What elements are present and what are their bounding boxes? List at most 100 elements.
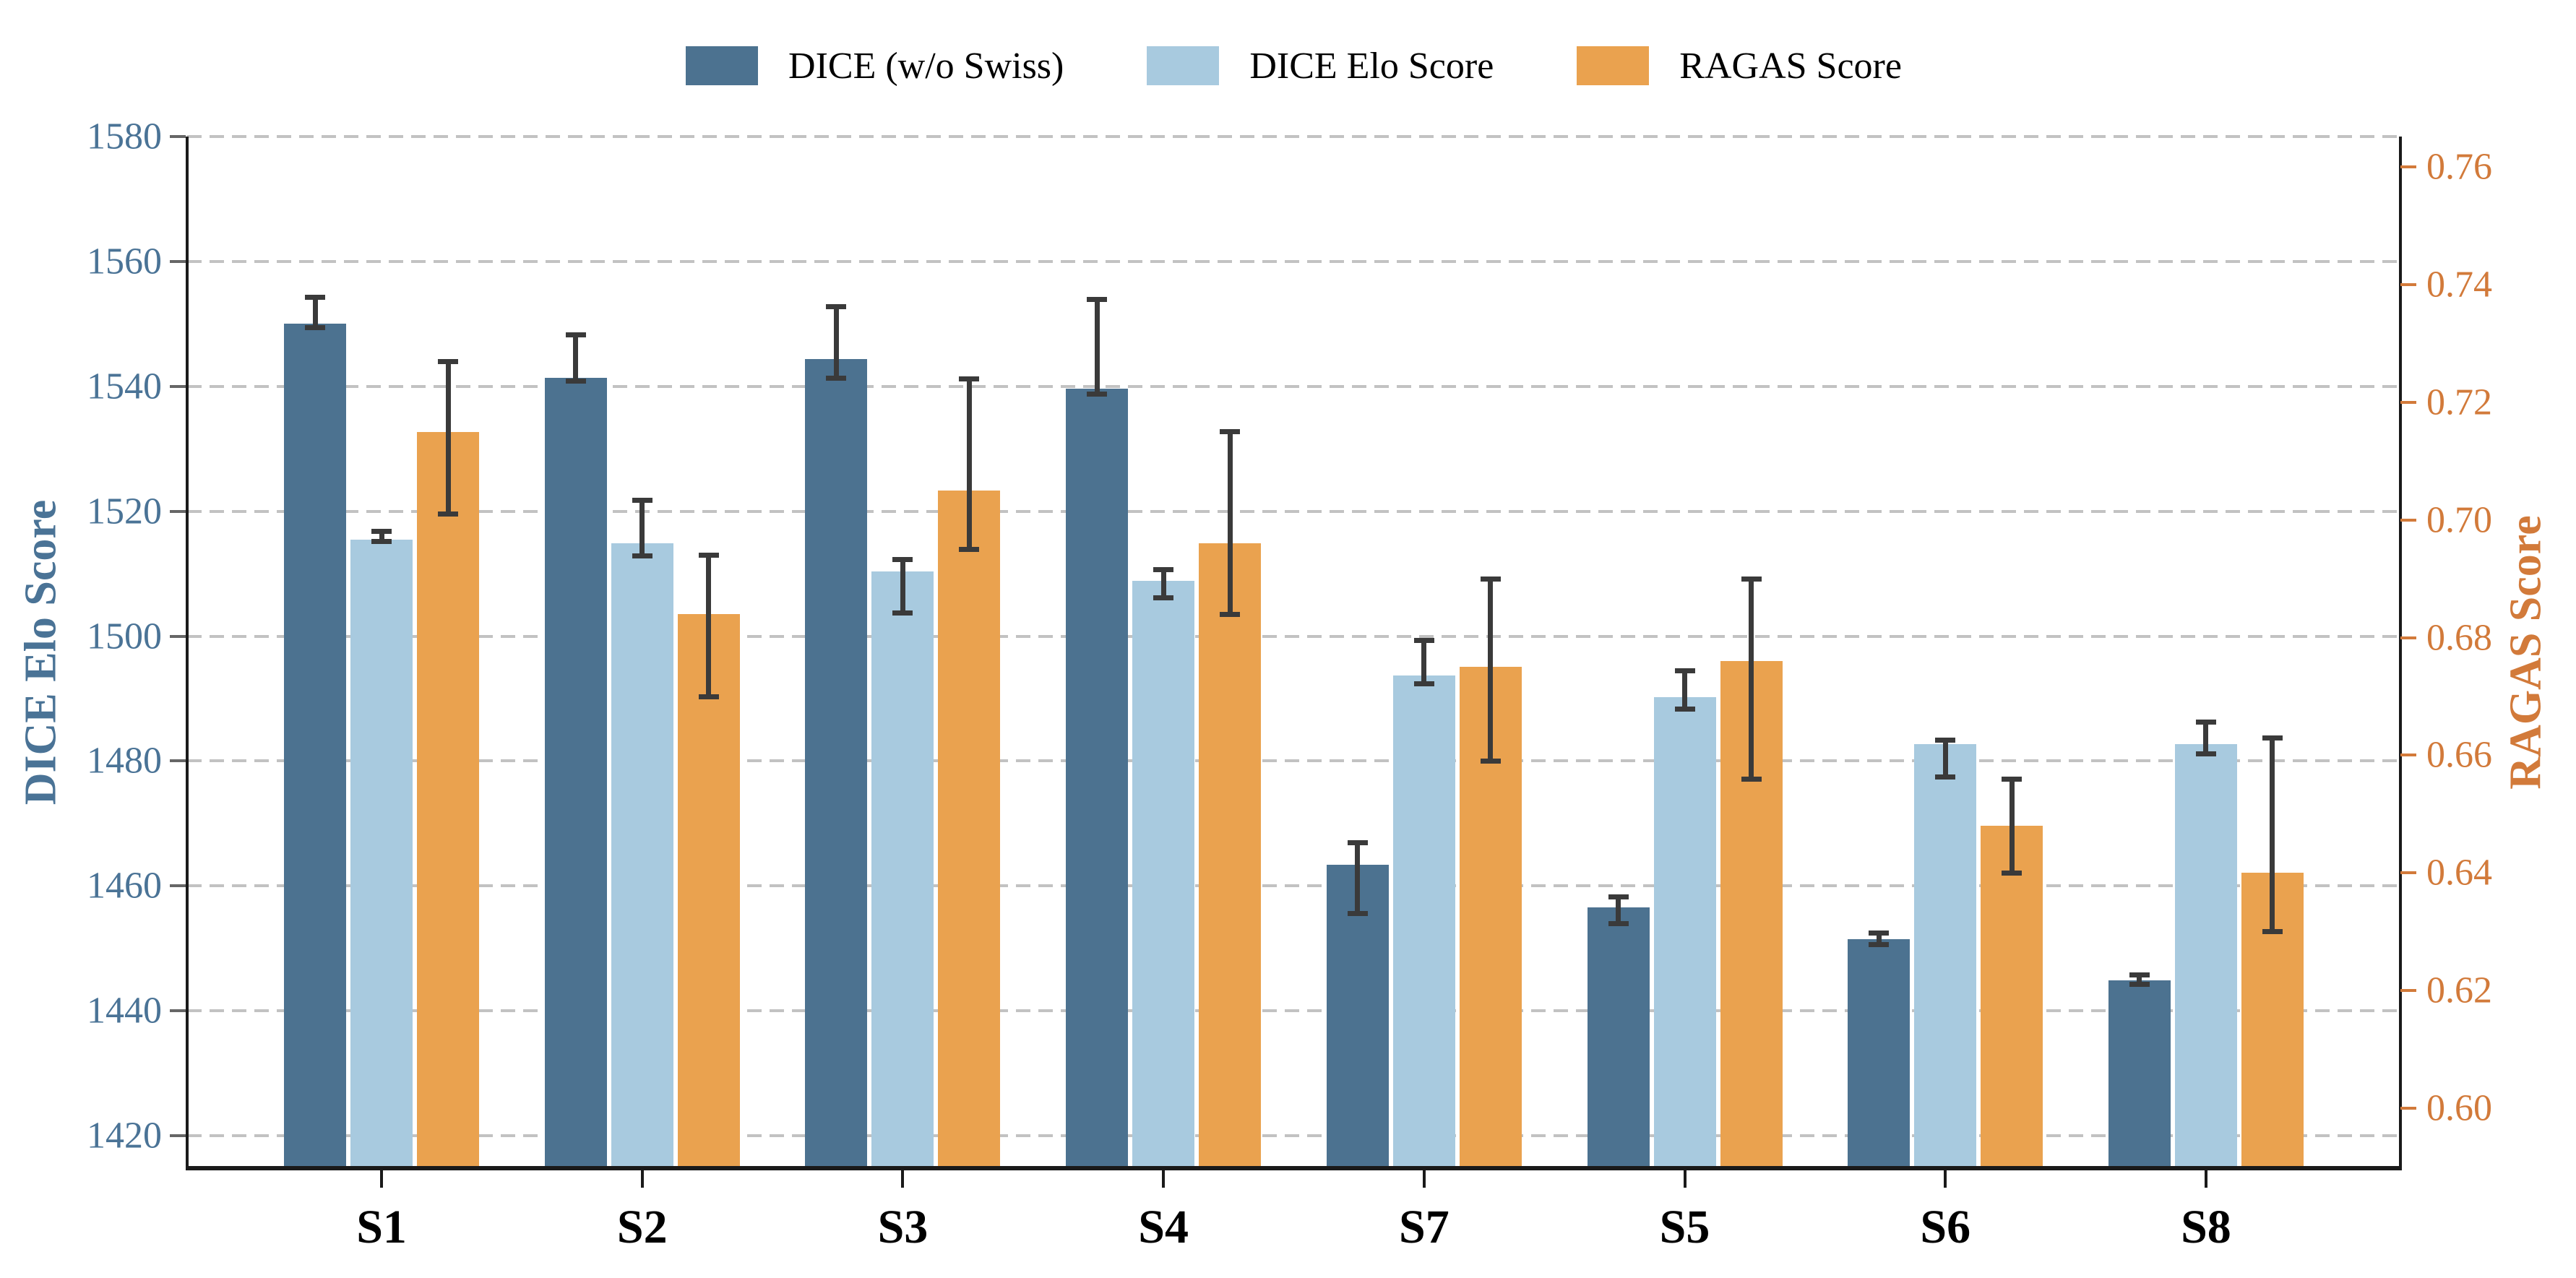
errorbar-s1-dice-w-o-swiss-cap-bottom <box>305 325 326 330</box>
errorbar-s1-dice-elo-score-stem <box>379 531 384 542</box>
errorbar-s2-ragas-score-cap-top <box>698 553 719 558</box>
errorbar-s3-dice-w-o-swiss-cap-bottom <box>826 376 847 381</box>
gridline-1580 <box>187 135 2400 138</box>
errorbar-s3-ragas-score-cap-bottom <box>959 547 980 553</box>
right-tick-0.60 <box>2400 1106 2416 1110</box>
right-tick-label-0.68: 0.68 <box>2426 617 2492 659</box>
errorbar-s6-dice-elo-score-cap-top <box>1935 737 1956 743</box>
errorbar-s8-ragas-score-cap-bottom <box>2262 929 2283 935</box>
errorbar-s8-dice-elo-score-cap-bottom <box>2195 751 2216 756</box>
x-tick-label-s2: S2 <box>616 1201 668 1253</box>
left-tick-1480 <box>170 759 186 763</box>
gridline-1460 <box>187 884 2400 888</box>
errorbar-s5-ragas-score-cap-top <box>1741 576 1762 582</box>
left-tick-1440 <box>170 1009 186 1013</box>
right-tick-0.72 <box>2400 400 2416 404</box>
errorbar-s1-dice-elo-score-cap-bottom <box>371 538 392 544</box>
bar-s1-dice-elo-score <box>350 539 413 1168</box>
bar-s6-ragas-score <box>1981 826 2043 1168</box>
left-tick-1540 <box>170 384 186 388</box>
gridline-1520 <box>187 509 2400 513</box>
bar-s7-dice-elo-score <box>1392 675 1455 1168</box>
errorbar-s6-ragas-score-cap-top <box>2002 776 2023 782</box>
errorbar-s6-dice-elo-score-stem <box>1942 740 1948 777</box>
errorbar-s5-dice-w-o-swiss-stem <box>1616 897 1621 924</box>
errorbar-s1-ragas-score-cap-bottom <box>438 511 459 517</box>
errorbar-s4-ragas-score-stem <box>1227 431 1233 615</box>
errorbar-s1-dice-w-o-swiss-stem <box>312 297 318 328</box>
errorbar-s8-dice-w-o-swiss-stem <box>2137 975 2142 985</box>
x-tick-s2 <box>640 1170 644 1188</box>
bar-s5-dice-elo-score <box>1653 697 1716 1168</box>
left-tick-1560 <box>170 259 186 263</box>
errorbar-s2-ragas-score-stem <box>706 555 712 697</box>
errorbar-s5-dice-w-o-swiss-cap-top <box>1608 894 1629 900</box>
errorbar-s7-ragas-score-cap-top <box>1480 576 1501 582</box>
right-tick-0.68 <box>2400 636 2416 639</box>
left-tick-1500 <box>170 634 186 638</box>
legend-label-ragas-score: RAGAS Score <box>1679 45 1902 87</box>
x-tick-s7 <box>1422 1170 1426 1188</box>
errorbar-s7-dice-w-o-swiss-stem <box>1355 842 1361 914</box>
errorbar-s4-dice-w-o-swiss-cap-top <box>1087 297 1108 303</box>
errorbar-s3-dice-w-o-swiss-stem <box>833 306 839 379</box>
bar-s6-dice-elo-score <box>1914 744 1977 1168</box>
errorbar-s7-dice-w-o-swiss-cap-top <box>1347 840 1368 846</box>
legend: DICE (w/o Swiss) DICE Elo Score RAGAS Sc… <box>187 26 2400 105</box>
errorbar-s8-dice-w-o-swiss-cap-bottom <box>2129 982 2150 988</box>
bar-s2-dice-elo-score <box>611 543 673 1168</box>
right-tick-label-0.62: 0.62 <box>2426 970 2492 1011</box>
left-tick-label-1440: 1440 <box>87 990 162 1032</box>
errorbar-s8-dice-elo-score-cap-top <box>2195 720 2216 725</box>
x-tick-label-s6: S6 <box>1920 1201 1971 1253</box>
errorbar-s3-ragas-score-cap-top <box>959 376 980 381</box>
errorbar-s8-ragas-score-stem <box>2270 738 2275 932</box>
left-tick-label-1480: 1480 <box>87 740 162 782</box>
x-tick-label-s1: S1 <box>356 1201 407 1253</box>
left-tick-label-1500: 1500 <box>87 616 162 657</box>
errorbar-s3-dice-elo-score-stem <box>900 559 905 613</box>
errorbar-s7-ragas-score-cap-bottom <box>1480 759 1501 764</box>
x-tick-s6 <box>1944 1170 1947 1188</box>
errorbar-s4-dice-elo-score-cap-top <box>1153 566 1174 572</box>
right-spine <box>2399 137 2402 1168</box>
legend-swatch-dice-elo-score <box>1147 46 1220 85</box>
legend-entry-ragas-score: RAGAS Score <box>1577 45 1902 87</box>
right-axis-title: RAGAS Score <box>2501 515 2551 790</box>
errorbar-s8-dice-elo-score-stem <box>2203 722 2209 754</box>
left-tick-label-1580: 1580 <box>87 116 162 157</box>
errorbar-s7-dice-elo-score-cap-top <box>1413 638 1434 644</box>
right-tick-label-0.72: 0.72 <box>2426 381 2492 423</box>
errorbar-s8-dice-w-o-swiss-cap-top <box>2129 972 2150 977</box>
bar-s3-dice-elo-score <box>871 571 934 1168</box>
right-tick-0.64 <box>2400 871 2416 875</box>
left-axis-title: DICE Elo Score <box>16 499 66 806</box>
right-tick-label-0.74: 0.74 <box>2426 264 2492 306</box>
bar-s2-ragas-score <box>677 614 740 1168</box>
legend-swatch-dice-wo-swiss <box>686 46 759 85</box>
errorbar-s6-dice-w-o-swiss-cap-bottom <box>1869 942 1890 948</box>
right-tick-0.74 <box>2400 283 2416 287</box>
left-tick-label-1520: 1520 <box>87 491 162 532</box>
gridline-1560 <box>187 259 2400 263</box>
x-tick-s1 <box>380 1170 384 1188</box>
errorbar-s7-ragas-score-stem <box>1488 579 1494 761</box>
bar-s8-dice-elo-score <box>2174 744 2237 1168</box>
left-tick-label-1420: 1420 <box>87 1115 162 1157</box>
left-tick-1580 <box>170 135 186 138</box>
errorbar-s3-dice-elo-score-cap-top <box>892 556 913 562</box>
x-tick-label-s7: S7 <box>1398 1201 1449 1253</box>
gridline-1440 <box>187 1009 2400 1013</box>
x-tick-label-s8: S8 <box>2181 1201 2231 1253</box>
right-tick-0.62 <box>2400 989 2416 993</box>
errorbar-s6-dice-elo-score-cap-bottom <box>1935 774 1956 780</box>
left-tick-1420 <box>170 1134 186 1138</box>
errorbar-s6-dice-w-o-swiss-cap-top <box>1869 931 1890 936</box>
right-tick-label-0.76: 0.76 <box>2426 146 2492 188</box>
errorbar-s1-dice-elo-score-cap-top <box>371 528 392 534</box>
errorbar-s5-ragas-score-stem <box>1749 579 1754 780</box>
bar-s3-dice-w-o-swiss <box>805 358 868 1168</box>
right-tick-label-0.66: 0.66 <box>2426 734 2492 776</box>
gridline-1420 <box>187 1134 2400 1138</box>
right-tick-label-0.64: 0.64 <box>2426 852 2492 894</box>
